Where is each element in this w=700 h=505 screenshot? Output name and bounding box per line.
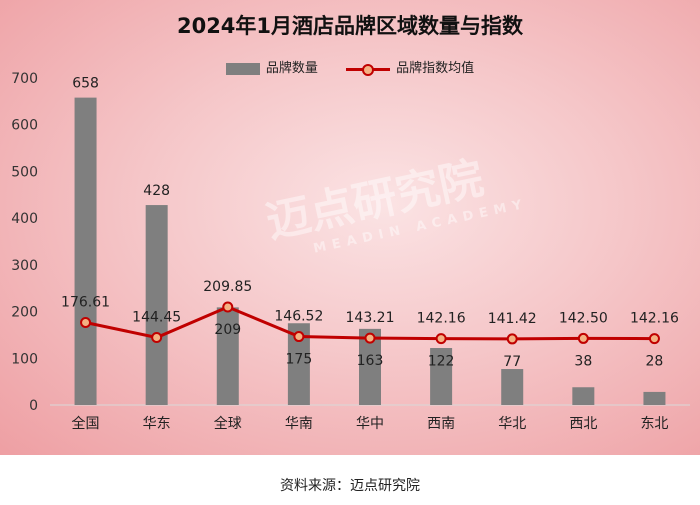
chart-title: 2024年1月酒店品牌区域数量与指数: [176, 14, 524, 38]
y-tick-label: 500: [11, 164, 38, 180]
legend-swatch-bar: [225, 62, 260, 75]
line-point: [151, 332, 163, 344]
chart-plot: 0 100 200 300 400 500 600 700 全国 华东 全球 华南 华中 西南 华北 西北 东北…: [11, 71, 690, 432]
legend-swatch-line: [346, 63, 391, 76]
line-point: [80, 316, 92, 328]
line-point: [293, 331, 305, 343]
x-tick-label: 华东: [143, 416, 171, 432]
x-tick-label: 东北: [640, 416, 668, 432]
x-tick-label: 华中: [356, 416, 384, 432]
bar-value-label: 428: [143, 183, 170, 199]
y-tick-label: 100: [11, 351, 38, 367]
bar: [430, 348, 453, 405]
y-tick-label: 0: [29, 398, 38, 414]
legend-item-bar: 品牌数量: [225, 57, 318, 76]
line-point: [506, 333, 518, 345]
bar: [643, 391, 666, 405]
line-point: [222, 301, 234, 313]
chart-legend: 品牌数量 品牌指数均值: [0, 57, 700, 76]
bar-value-label: 209: [214, 322, 241, 338]
bar-value-label: 163: [357, 353, 384, 369]
chart-area: 迈点研究院 MEADIN ACADEMY 0 100 200 300 400 500 600…: [0, 0, 700, 455]
line-value-label: 144.45: [132, 310, 181, 326]
legend-label-line: 品牌指数均值: [396, 61, 475, 76]
bar-value-label: 122: [428, 354, 455, 370]
line-point: [648, 333, 660, 345]
bar-value-label: 28: [646, 354, 664, 370]
line-value-label: 209.85: [203, 279, 252, 295]
line-value-label: 143.21: [346, 310, 395, 326]
legend-label-bar: 品牌数量: [265, 61, 318, 76]
bar: [145, 205, 168, 405]
y-tick-label: 400: [11, 211, 38, 227]
bar: [501, 369, 524, 405]
bar-value-label: 77: [503, 354, 521, 370]
y-tick-label: 700: [11, 71, 38, 87]
bar: [216, 307, 239, 405]
line-point: [577, 332, 589, 344]
x-tick-label: 华南: [285, 416, 313, 432]
x-tick-label: 全国: [72, 415, 100, 432]
y-tick-label: 300: [11, 258, 38, 274]
line-value-label: 176.61: [61, 294, 110, 310]
bar-value-label: 175: [286, 352, 313, 368]
bar-value-label: 38: [574, 353, 592, 369]
x-tick-label: 西北: [569, 416, 597, 432]
line-value-label: 142.16: [417, 311, 466, 327]
legend-item-line: 品牌指数均值: [346, 57, 474, 76]
y-tick-label: 600: [11, 118, 38, 134]
line-value-label: 142.50: [559, 310, 608, 326]
bar: [287, 323, 310, 405]
bar-value-label: 658: [72, 76, 99, 92]
source-caption: 资料来源：迈点研究院: [280, 478, 420, 494]
line-point: [435, 333, 447, 345]
line-point: [364, 332, 376, 344]
bar: [572, 387, 595, 405]
line-value-label: 141.42: [488, 311, 537, 327]
bar: [359, 328, 381, 405]
bar: [74, 97, 97, 406]
x-tick-label: 全球: [214, 415, 242, 432]
y-tick-label: 200: [11, 305, 38, 321]
line-value-label: 146.52: [274, 309, 323, 325]
x-tick-label: 华北: [498, 416, 526, 432]
x-tick-label: 西南: [427, 416, 455, 432]
line-value-label: 142.16: [630, 311, 679, 327]
